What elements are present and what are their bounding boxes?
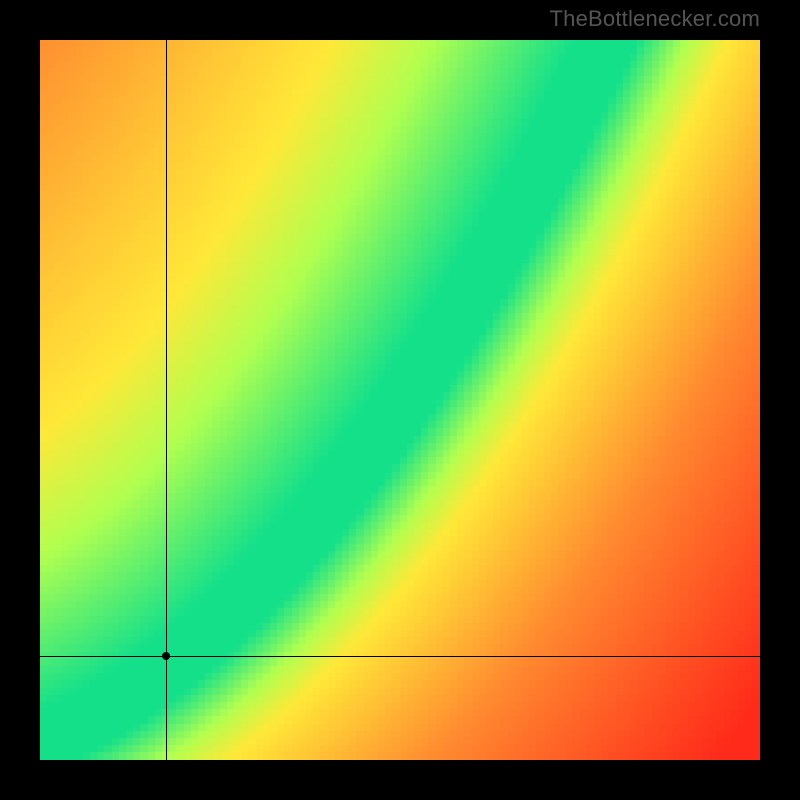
root: TheBottlenecker.com [0,0,800,800]
bottleneck-heatmap [40,40,760,760]
crosshair-horizontal [40,656,760,657]
plot-area [40,40,760,760]
selected-point-marker [162,652,170,660]
watermark-text: TheBottlenecker.com [550,6,760,32]
